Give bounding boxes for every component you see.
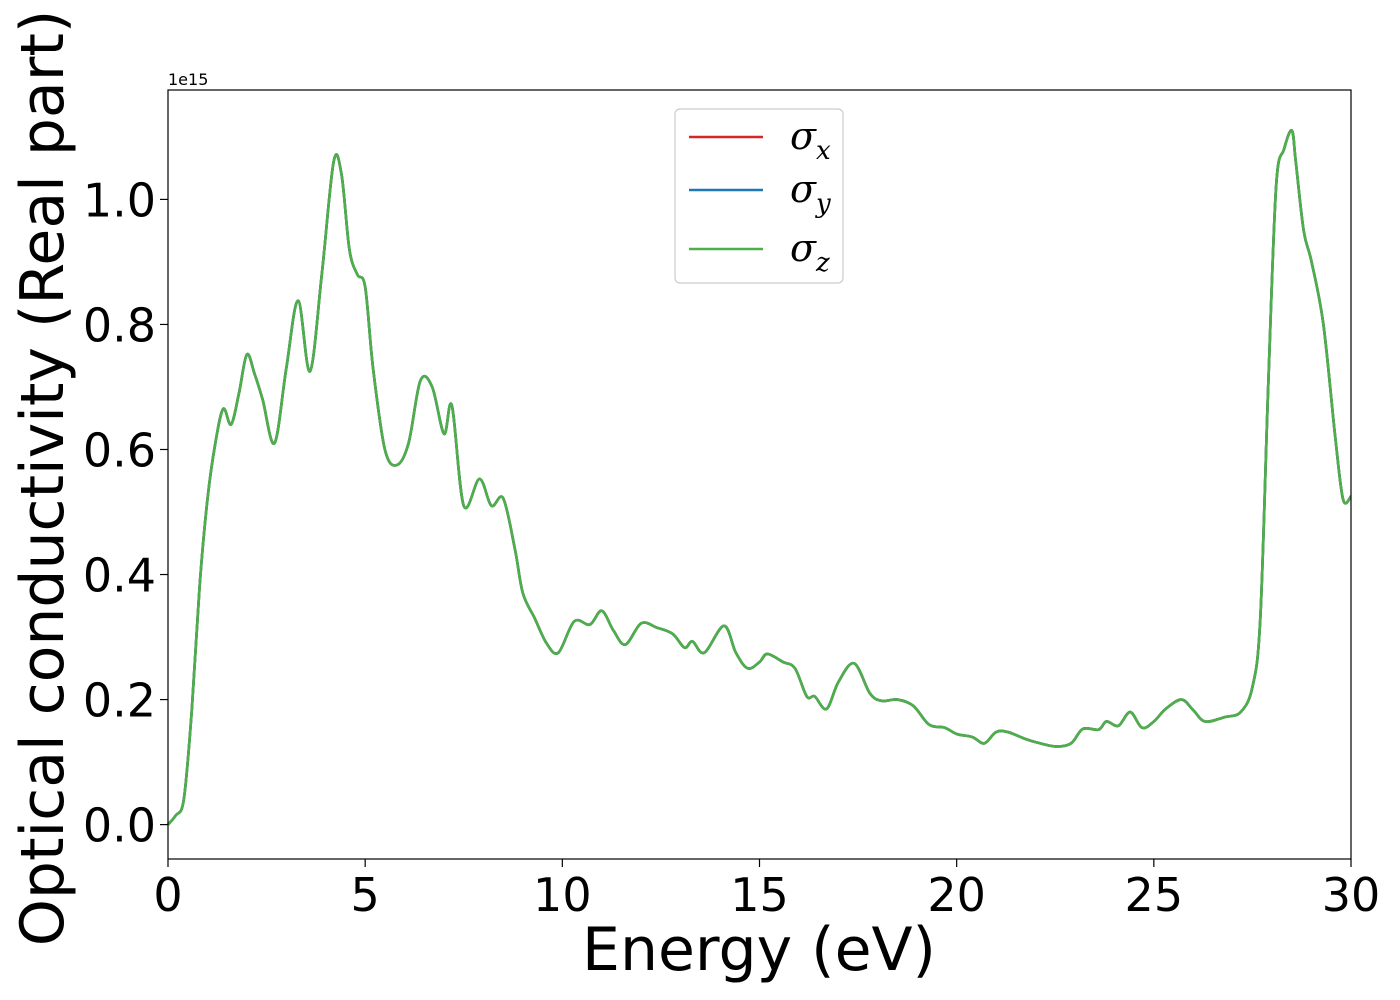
x-axis-label: Energy (eV): [582, 915, 936, 985]
y-axis-ticks: 0.0 0.2 0.4 0.6 0.8 1.0: [83, 173, 168, 853]
series-layer: [167, 129, 1352, 826]
y-tick-label: 0.0: [83, 799, 156, 853]
x-tick-label: 15: [730, 868, 789, 922]
y-tick-label: 0.8: [83, 298, 156, 352]
y-offset-text: 1e15: [168, 70, 208, 89]
legend-label-sigma-y: σy: [790, 167, 831, 219]
series-line-sigma-z: [167, 129, 1352, 826]
y-tick-label: 0.2: [83, 674, 156, 728]
legend-label-sigma-x: σx: [790, 114, 831, 166]
y-tick-label: 1.0: [83, 173, 156, 227]
x-tick-label: 5: [351, 868, 380, 922]
legend-frame: [674, 108, 844, 284]
legend-label-sigma-z: σz: [790, 226, 830, 278]
x-axis-ticks: 0 5 10 15 20 25 30: [153, 859, 1380, 922]
x-tick-label: 20: [927, 868, 986, 922]
x-tick-label: 30: [1322, 868, 1381, 922]
x-tick-label: 0: [153, 868, 182, 922]
x-tick-label: 10: [533, 868, 592, 922]
x-tick-label: 25: [1125, 868, 1184, 922]
y-tick-label: 0.4: [83, 549, 156, 603]
y-axis-label: Optical conductivity (Real part): [8, 10, 78, 947]
y-tick-label: 0.6: [83, 423, 156, 477]
